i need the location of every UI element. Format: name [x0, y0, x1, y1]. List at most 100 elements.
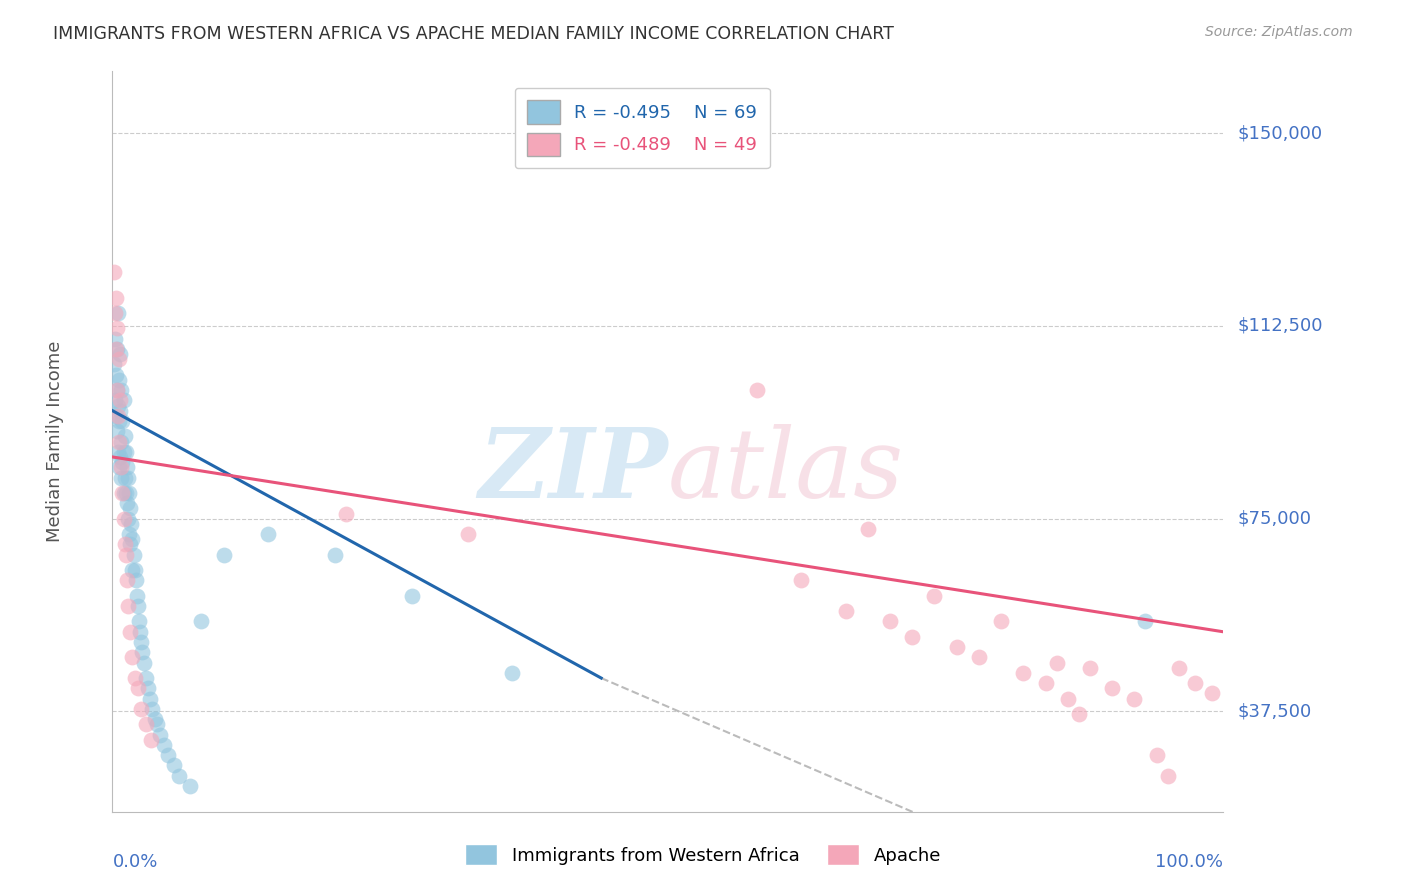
Point — [146, 717, 169, 731]
Point — [124, 671, 146, 685]
Point — [111, 414, 134, 428]
Point — [104, 393, 127, 408]
Point — [118, 527, 141, 541]
Point — [104, 409, 127, 423]
Point — [110, 460, 132, 475]
Point — [990, 615, 1012, 629]
Text: IMMIGRANTS FROM WESTERN AFRICA VS APACHE MEDIAN FAMILY INCOME CORRELATION CHART: IMMIGRANTS FROM WESTERN AFRICA VS APACHE… — [53, 25, 894, 43]
Point — [1156, 769, 1178, 783]
Point — [190, 615, 212, 629]
Point — [1184, 676, 1206, 690]
Point — [115, 574, 138, 588]
Text: 0.0%: 0.0% — [112, 854, 157, 871]
Legend: R = -0.495    N = 69, R = -0.489    N = 49: R = -0.495 N = 69, R = -0.489 N = 49 — [515, 87, 770, 169]
Point — [104, 306, 127, 320]
Point — [149, 728, 172, 742]
Text: 100.0%: 100.0% — [1156, 854, 1223, 871]
Point — [121, 563, 143, 577]
Point — [127, 681, 149, 696]
Point — [107, 409, 129, 423]
Point — [107, 399, 129, 413]
Point — [1101, 681, 1123, 696]
Point — [139, 691, 162, 706]
Point — [111, 455, 134, 469]
Point — [924, 589, 946, 603]
Point — [120, 537, 142, 551]
Point — [110, 347, 132, 361]
Point — [108, 460, 131, 475]
Point — [114, 537, 136, 551]
Point — [117, 470, 139, 484]
Point — [117, 511, 139, 525]
Text: $37,500: $37,500 — [1237, 703, 1312, 721]
Point — [141, 732, 163, 747]
Point — [114, 445, 136, 459]
Point — [125, 589, 148, 603]
Point — [112, 393, 135, 408]
Point — [1012, 665, 1035, 680]
Point — [1078, 661, 1101, 675]
Point — [132, 656, 155, 670]
Point — [257, 527, 280, 541]
Point — [117, 599, 139, 613]
Point — [879, 615, 901, 629]
Point — [120, 501, 142, 516]
Point — [110, 434, 132, 449]
Point — [1045, 656, 1069, 670]
Point — [108, 352, 131, 367]
Point — [167, 769, 190, 783]
Point — [212, 548, 235, 562]
Point — [457, 527, 479, 541]
Point — [945, 640, 967, 655]
Point — [108, 434, 131, 449]
Point — [105, 424, 128, 438]
Point — [162, 758, 184, 772]
Point — [104, 342, 127, 356]
Point — [110, 470, 132, 484]
Point — [120, 516, 142, 531]
Point — [157, 748, 180, 763]
Point — [143, 712, 166, 726]
Point — [110, 403, 132, 417]
Text: $112,500: $112,500 — [1237, 317, 1323, 334]
Point — [114, 548, 136, 562]
Point — [323, 548, 346, 562]
Text: atlas: atlas — [668, 425, 904, 518]
Point — [114, 486, 136, 500]
Point — [105, 321, 128, 335]
Point — [105, 342, 128, 356]
Point — [104, 291, 127, 305]
Point — [108, 373, 131, 387]
Point — [131, 645, 153, 659]
Point — [1135, 615, 1157, 629]
Point — [131, 635, 153, 649]
Point — [121, 533, 143, 547]
Point — [1146, 748, 1168, 763]
Point — [122, 548, 145, 562]
Point — [110, 450, 132, 464]
Point — [1035, 676, 1057, 690]
Point — [107, 306, 129, 320]
Text: Source: ZipAtlas.com: Source: ZipAtlas.com — [1205, 25, 1353, 39]
Point — [107, 445, 129, 459]
Point — [127, 599, 149, 613]
Point — [125, 574, 148, 588]
Point — [114, 429, 136, 443]
Text: $150,000: $150,000 — [1237, 124, 1322, 142]
Point — [124, 563, 146, 577]
Point — [111, 486, 134, 500]
Text: $75,000: $75,000 — [1237, 509, 1312, 528]
Point — [115, 496, 138, 510]
Point — [135, 717, 157, 731]
Point — [1056, 691, 1078, 706]
Point — [141, 702, 163, 716]
Point — [128, 615, 150, 629]
Point — [129, 624, 152, 639]
Point — [834, 604, 856, 618]
Point — [112, 445, 135, 459]
Point — [1201, 686, 1223, 700]
Point — [108, 414, 131, 428]
Point — [104, 332, 127, 346]
Point — [114, 470, 136, 484]
Point — [105, 383, 128, 397]
